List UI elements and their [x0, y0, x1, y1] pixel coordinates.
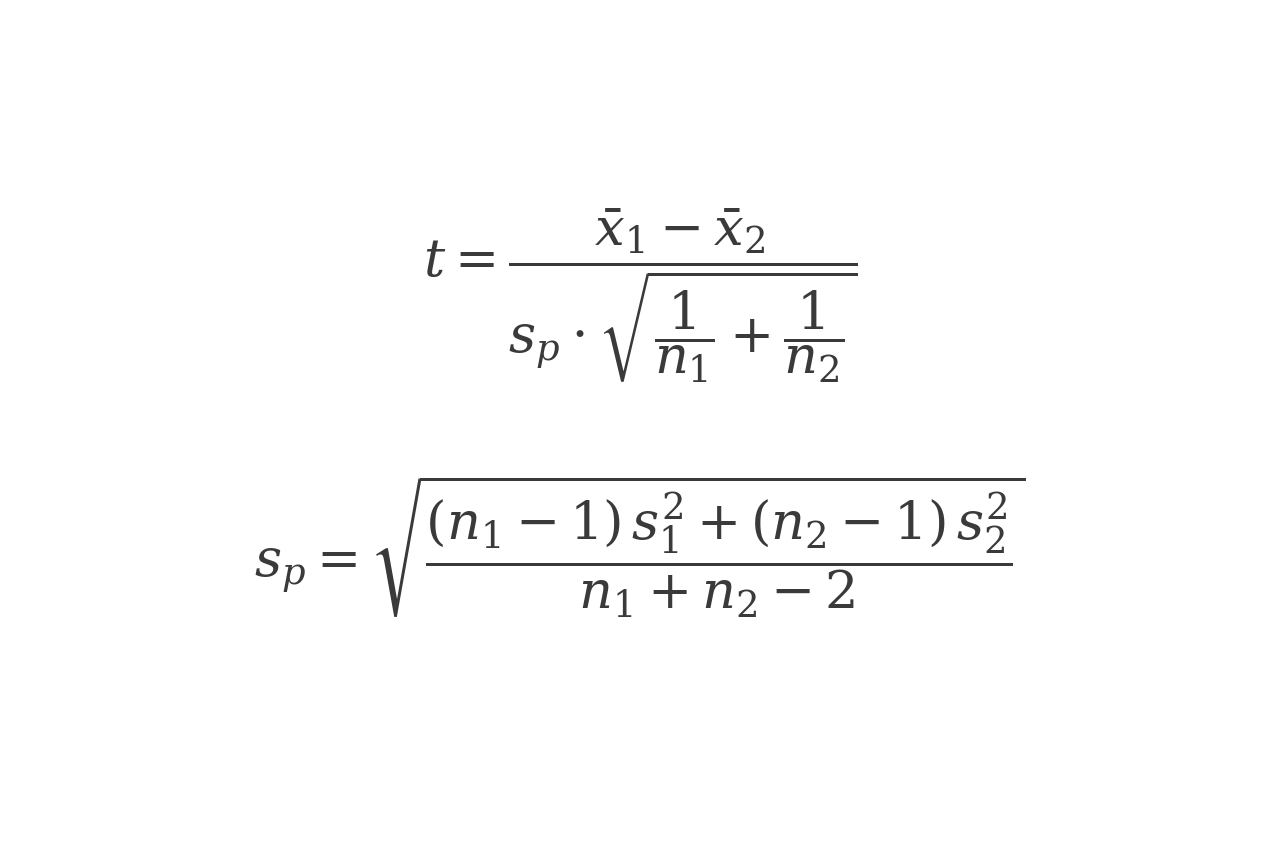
Bar [630, 788, 639, 798]
Bar [630, 747, 650, 760]
Bar [630, 763, 639, 773]
Text: $t = \dfrac{\bar{x}_1 - \bar{x}_2}{s_p \cdot \sqrt{\dfrac{1}{n_1} + \dfrac{1}{n_: $t = \dfrac{\bar{x}_1 - \bar{x}_2}{s_p \… [422, 206, 858, 383]
Bar [641, 776, 650, 785]
Text: www.inchcalculator.com: www.inchcalculator.com [506, 818, 774, 838]
Text: T-Test Formula: T-Test Formula [353, 36, 927, 113]
Text: $s_p = \sqrt{\dfrac{(n_1-1)\,s_1^2 + (n_2-1)\,s_2^2}{n_1 + n_2 - 2}}$: $s_p = \sqrt{\dfrac{(n_1-1)\,s_1^2 + (n_… [253, 473, 1027, 619]
Bar [630, 776, 639, 785]
Bar [641, 763, 650, 773]
Bar [641, 788, 650, 798]
